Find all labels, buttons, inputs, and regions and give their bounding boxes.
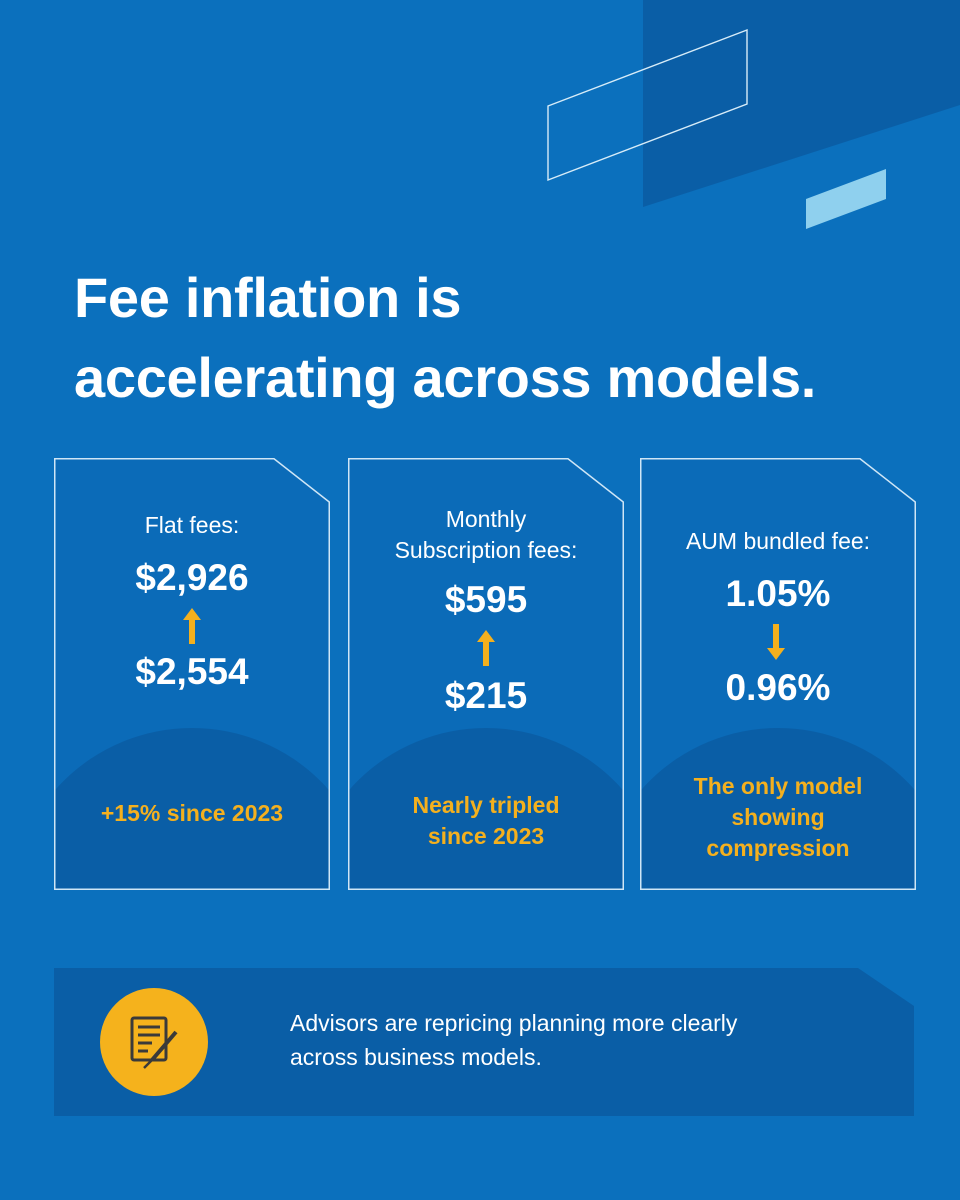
document-pen-icon (130, 1016, 178, 1069)
card-label: AUM bundled fee: (685, 528, 871, 554)
arrow-up-icon (183, 608, 201, 644)
card-background (348, 458, 624, 890)
decorative-outline-parallelogram (547, 28, 748, 182)
banner-line-1: Advisors are repricing planning more cle… (290, 1010, 738, 1036)
previous-fee-value: $2,554 (135, 651, 249, 692)
page-title: Fee inflation is accelerating across mod… (74, 258, 934, 418)
card-label: Flat fees: (144, 512, 240, 538)
change-note-line-3: compression (706, 835, 850, 861)
previous-fee-value: $215 (444, 675, 528, 716)
current-rate-value: 0.96% (725, 667, 831, 708)
title-line-2: accelerating across models. (74, 346, 817, 409)
card-background (640, 458, 916, 890)
banner-background (54, 968, 914, 1116)
decorative-shapes (547, 0, 960, 229)
insight-banner: Advisors are repricing planning more cle… (54, 968, 914, 1116)
title-line-1: Fee inflation is (74, 266, 462, 329)
previous-rate-value: 1.05% (725, 573, 831, 614)
change-note-line-2: showing (731, 804, 825, 830)
change-note-line-1: The only model (693, 773, 863, 799)
banner-message: Advisors are repricing planning more cle… (290, 1006, 850, 1074)
banner-line-2: across business models. (290, 1044, 542, 1070)
card-label-line-2: Subscription fees: (394, 537, 578, 563)
current-fee-value: $2,926 (135, 557, 249, 598)
icon-badge (100, 988, 208, 1096)
decorative-dark-band (643, 0, 960, 207)
change-note: +15% since 2023 (100, 800, 284, 826)
current-fee-value: $595 (444, 579, 528, 620)
flat-fees-card: Flat fees: $2,926 $2,554 +15% since 2023 (54, 458, 330, 890)
change-note-line-2: since 2023 (427, 823, 545, 849)
change-note-line-1: Nearly tripled (412, 792, 560, 818)
decorative-light-parallelogram (806, 169, 886, 229)
arrow-down-icon (767, 624, 785, 660)
card-label-line-1: Monthly (445, 506, 527, 532)
arrow-up-icon (477, 630, 495, 666)
subscription-fees-card: Monthly Subscription fees: $595 $215 Nea… (348, 458, 624, 890)
aum-bundled-fee-card: AUM bundled fee: 1.05% 0.96% The only mo… (640, 458, 916, 890)
card-background (54, 458, 330, 890)
